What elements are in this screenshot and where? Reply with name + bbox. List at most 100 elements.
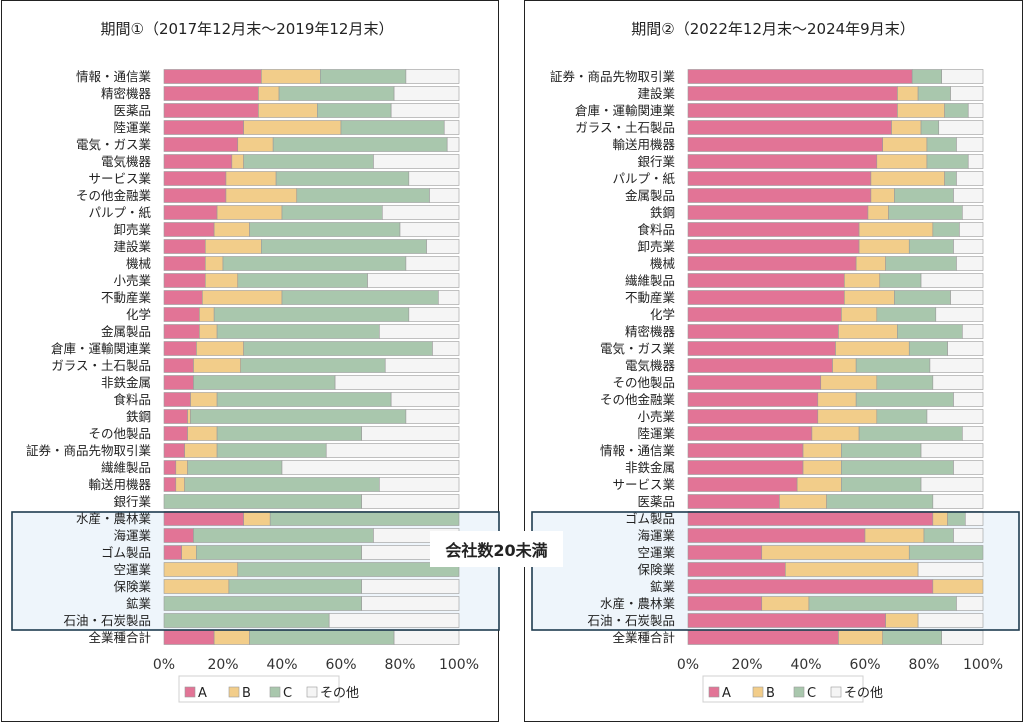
legend-label: A: [198, 686, 207, 701]
bar-segment-その他: [941, 630, 984, 645]
category-label: 陸運業: [113, 120, 151, 135]
bar-segment-B: [213, 630, 250, 645]
bar-segment-B: [891, 120, 922, 135]
category-label: 全業種合計: [612, 630, 675, 645]
bar-segment-A: [163, 545, 183, 560]
bar-segment-A: [687, 205, 869, 220]
legend-swatch: [708, 686, 720, 698]
bar-segment-その他: [405, 256, 460, 271]
bar-segment-C: [826, 494, 934, 509]
category-label: 機械: [126, 256, 152, 271]
category-label: 保険業: [637, 562, 675, 577]
highlight-box: [531, 511, 1020, 631]
bar-segment-その他: [967, 154, 984, 169]
bar-segment-A: [687, 596, 763, 611]
category-label: 不動産業: [625, 290, 676, 305]
bar-segment-B: [196, 341, 244, 356]
bar-segment-その他: [926, 409, 984, 424]
bar-segment-C: [841, 477, 922, 492]
bar-segment-B: [855, 256, 886, 271]
bar-segment-A: [163, 630, 215, 645]
category-label: 石油・石炭製品: [63, 613, 151, 628]
category-label: 小売業: [113, 273, 151, 288]
bar-segment-C: [944, 103, 969, 118]
bar-segment-C: [944, 171, 957, 186]
bar-segment-C: [340, 120, 445, 135]
bar-segment-B: [802, 443, 842, 458]
category-label: 化学: [126, 307, 151, 322]
bar-segment-C: [882, 630, 943, 645]
bar-segment-B: [870, 188, 895, 203]
bar-segment-その他: [956, 137, 984, 152]
bar-segment-A: [687, 477, 798, 492]
bar-segment-その他: [281, 460, 460, 475]
bar-segment-C: [243, 154, 374, 169]
category-label: サービス業: [612, 477, 675, 492]
x-tick-label: 60%: [849, 657, 880, 673]
bar-segment-C: [888, 205, 963, 220]
category-label: 鉱業: [650, 579, 676, 594]
category-label: 機械: [650, 256, 676, 271]
bar-segment-B: [858, 222, 934, 237]
bar-segment-C: [222, 256, 407, 271]
bar-segment-その他: [405, 409, 460, 424]
bar-segment-C: [216, 392, 392, 407]
bar-segment-その他: [390, 103, 460, 118]
bar-segment-その他: [956, 596, 984, 611]
bar-segment-C: [841, 460, 954, 475]
bar-segment-B: [216, 205, 283, 220]
bar-segment-A: [687, 120, 892, 135]
bar-segment-B: [835, 341, 910, 356]
bar-segment-A: [163, 460, 177, 475]
bar-segment-A: [163, 443, 185, 458]
category-label: 証券・商品先物取引業: [26, 443, 152, 458]
bar-segment-A: [163, 188, 227, 203]
bar-segment-A: [687, 358, 833, 373]
category-label: 銀行業: [113, 494, 151, 509]
bar-segment-その他: [950, 290, 984, 305]
category-label: その他金融業: [76, 188, 152, 203]
bar-segment-B: [844, 273, 881, 288]
bar-segment-B: [205, 239, 262, 254]
category-label: 建設業: [113, 239, 151, 254]
bar-segment-その他: [962, 426, 984, 441]
bar-segment-B: [184, 443, 218, 458]
bar-segment-その他: [399, 222, 460, 237]
bar-segment-C: [249, 222, 401, 237]
bar-segment-A: [163, 222, 215, 237]
bar-segment-A: [163, 290, 203, 305]
bar-segment-A: [687, 324, 839, 339]
bar-segment-B: [820, 375, 878, 390]
bar-segment-C: [908, 239, 954, 254]
bar-segment-その他: [379, 324, 460, 339]
bar-segment-A: [163, 426, 188, 441]
bar-segment-C: [163, 494, 362, 509]
legend-swatch: [793, 686, 805, 698]
bar-segment-その他: [361, 494, 460, 509]
bar-segment-A: [687, 222, 860, 237]
bar-segment-C: [841, 443, 922, 458]
bar-segment-A: [687, 69, 913, 84]
bar-segment-その他: [962, 324, 984, 339]
bar-segment-C: [249, 630, 395, 645]
bar-segment-A: [163, 103, 259, 118]
bar-segment-その他: [932, 494, 984, 509]
bar-segment-B: [163, 579, 230, 594]
category-label: 水産・農林業: [600, 596, 676, 611]
category-label: 空運業: [113, 562, 151, 577]
bar-segment-A: [687, 630, 839, 645]
bar-segment-その他: [935, 307, 984, 322]
bar-segment-C: [163, 613, 330, 628]
bar-segment-A: [687, 239, 860, 254]
bar-segment-A: [687, 528, 866, 543]
bar-segment-その他: [920, 273, 984, 288]
bar-segment-C: [876, 409, 928, 424]
bar-segment-A: [687, 290, 845, 305]
category-label: 全業種合計: [88, 630, 151, 645]
bar-segment-C: [193, 375, 336, 390]
bar-segment-C: [163, 596, 362, 611]
bar-segment-その他: [947, 341, 984, 356]
bar-segment-その他: [408, 171, 460, 186]
bar-segment-その他: [334, 375, 460, 390]
bar-segment-A: [163, 324, 200, 339]
